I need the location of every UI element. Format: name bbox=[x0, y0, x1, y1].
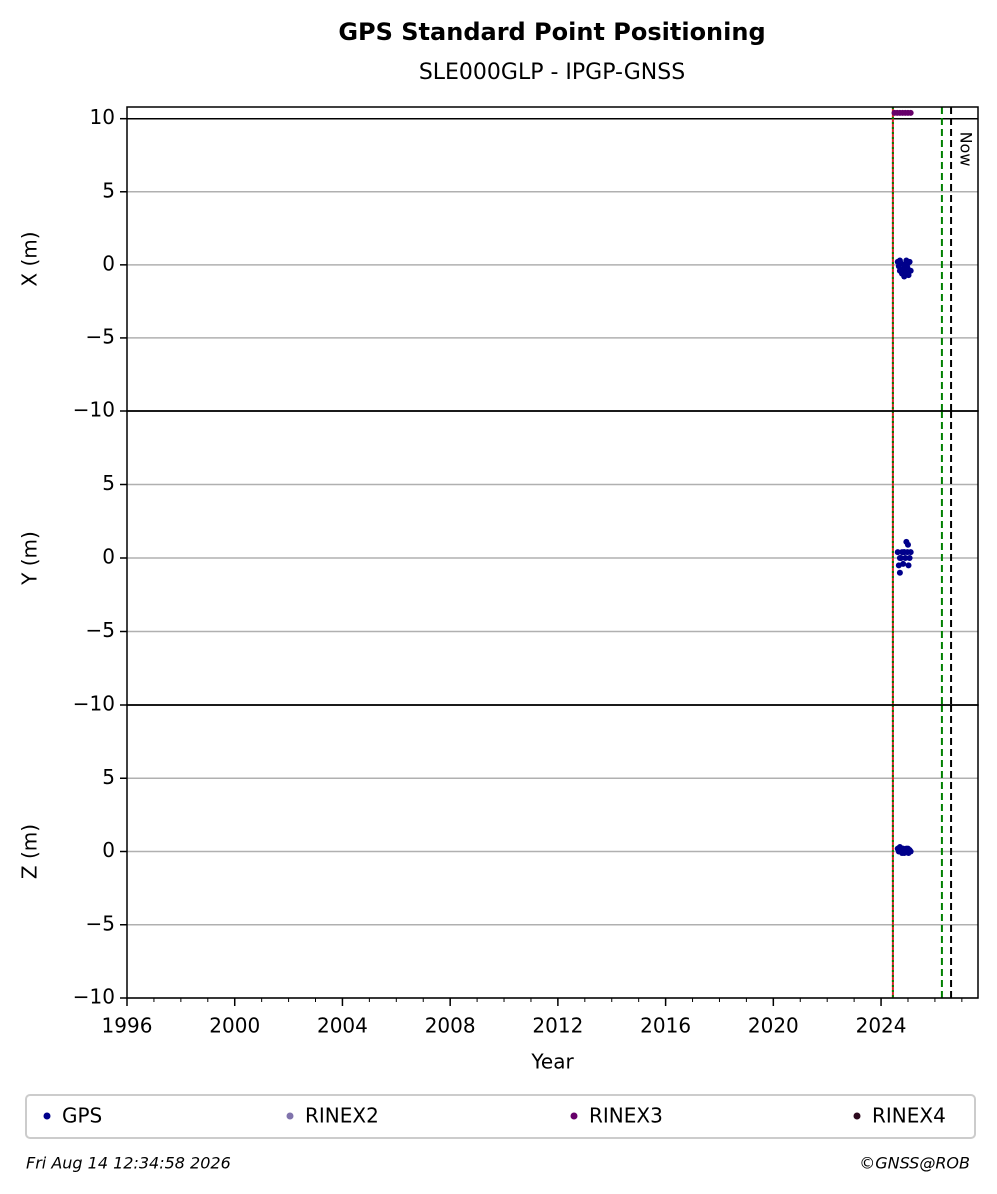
x-tick-label: 2012 bbox=[532, 1014, 583, 1038]
point bbox=[896, 257, 903, 264]
y-tick-label: 0 bbox=[102, 545, 115, 569]
point bbox=[904, 260, 911, 267]
y-tick-label: 5 bbox=[102, 471, 115, 495]
y-tick-label: −5 bbox=[86, 618, 115, 642]
legend-label: RINEX3 bbox=[589, 1104, 663, 1128]
point bbox=[896, 844, 903, 851]
legend-label: GPS bbox=[62, 1104, 102, 1128]
point bbox=[896, 555, 903, 561]
y-tick-label: 5 bbox=[102, 178, 115, 202]
chart-subtitle: SLE000GLP - IPGP-GNSS bbox=[419, 60, 685, 85]
point bbox=[900, 560, 907, 567]
x-tick-label: 2020 bbox=[748, 1014, 799, 1038]
legend-marker bbox=[43, 1112, 51, 1120]
x-axis-label: Year bbox=[530, 1050, 574, 1074]
y-tick-label: −10 bbox=[73, 692, 115, 716]
point bbox=[901, 273, 908, 280]
point bbox=[896, 569, 903, 576]
point bbox=[901, 849, 908, 856]
footer-credit: ©GNSS@ROB bbox=[859, 1154, 970, 1173]
y-tick-label: −5 bbox=[86, 911, 115, 935]
panel-frame bbox=[126, 704, 979, 999]
y-axis-label: Y (m) bbox=[18, 531, 42, 586]
legend-label: RINEX2 bbox=[305, 1104, 379, 1128]
point bbox=[907, 267, 914, 274]
y-tick-label: 0 bbox=[102, 251, 115, 275]
y-axis-label: X (m) bbox=[18, 231, 42, 286]
chart-title: GPS Standard Point Positioning bbox=[338, 18, 765, 46]
point bbox=[901, 549, 908, 556]
point bbox=[902, 555, 909, 561]
footer-date: Fri Aug 14 12:34:58 2026 bbox=[26, 1154, 231, 1173]
y-tick-label: −5 bbox=[86, 324, 115, 348]
x-tick-label: 2024 bbox=[856, 1014, 907, 1038]
legend-box bbox=[25, 1094, 976, 1139]
legend-marker bbox=[286, 1112, 294, 1120]
legend-marker bbox=[853, 1112, 861, 1120]
x-tick-label: 2004 bbox=[317, 1014, 368, 1038]
legend-marker bbox=[570, 1112, 578, 1120]
point bbox=[904, 845, 911, 852]
event-label: Now bbox=[957, 132, 976, 167]
point bbox=[906, 555, 913, 561]
y-tick-label: 0 bbox=[102, 838, 115, 862]
x-tick-label: 2000 bbox=[209, 1014, 260, 1038]
x-tick-label: 2016 bbox=[640, 1014, 691, 1038]
point bbox=[894, 549, 901, 556]
y-tick-label: −10 bbox=[73, 398, 115, 422]
x-tick-label: 1996 bbox=[102, 1014, 153, 1038]
y-tick-label: 10 bbox=[90, 105, 115, 129]
y-axis-label: Z (m) bbox=[18, 824, 42, 879]
x-tick-label: 2008 bbox=[425, 1014, 476, 1038]
point bbox=[904, 541, 911, 548]
point bbox=[907, 109, 914, 116]
y-tick-label: 5 bbox=[102, 765, 115, 789]
y-tick-label: −10 bbox=[73, 985, 115, 1009]
point bbox=[905, 562, 912, 569]
point bbox=[907, 549, 914, 556]
legend-label: RINEX4 bbox=[872, 1104, 946, 1128]
